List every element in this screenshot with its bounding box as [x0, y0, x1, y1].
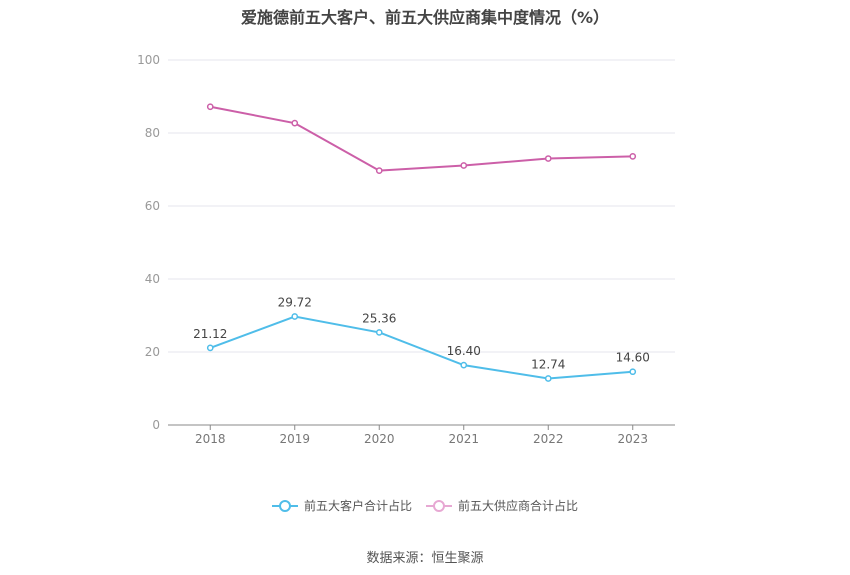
- y-tick-label: 0: [152, 418, 160, 432]
- series-suppliers: [206, 103, 637, 174]
- source-note: 数据来源：恒生聚源: [366, 551, 484, 566]
- x-axis: 2018 2019 2020 2021 2022 2023: [168, 424, 675, 446]
- data-point: [544, 375, 552, 382]
- legend: 前五大客户合计占比 前五大供应商合计占比: [0, 497, 850, 514]
- data-point: [375, 167, 383, 174]
- legend-item-suppliers[interactable]: 前五大供应商合计占比: [426, 497, 578, 514]
- data-label: 29.72: [278, 296, 312, 310]
- legend-label-suppliers: 前五大供应商合计占比: [458, 499, 579, 513]
- legend-suppliers-icon: [426, 499, 452, 512]
- data-label: 25.36: [362, 311, 396, 325]
- data-point: [629, 153, 637, 160]
- series-line: [209, 315, 633, 380]
- x-tick-label: 2021: [448, 432, 479, 446]
- legend-label-customers: 前五大客户合计占比: [303, 499, 412, 513]
- data-point: [206, 344, 214, 352]
- data-label: 14.60: [616, 351, 650, 365]
- data-label: 12.74: [531, 357, 565, 371]
- data-point: [206, 103, 214, 111]
- data-point: [460, 162, 468, 169]
- data-point: [629, 368, 637, 376]
- x-tick-label: 2020: [364, 432, 395, 446]
- legend-item-customers[interactable]: 前五大客户合计占比: [271, 497, 412, 514]
- x-tick-label: 2022: [533, 432, 564, 446]
- data-point: [544, 155, 552, 162]
- data-point: [291, 313, 299, 320]
- series-customers: 21.12 29.72 25.36 16.40 12.74 14.60: [193, 296, 650, 382]
- y-tick-label: 60: [145, 199, 160, 213]
- legend-customers-icon: [271, 499, 298, 512]
- y-tick-label: 20: [145, 345, 160, 359]
- y-tick-label: 40: [145, 272, 160, 286]
- x-tick-label: 2019: [279, 432, 310, 446]
- chart-title: 爱施德前五大客户、前五大供应商集中度情况（%）: [240, 8, 610, 27]
- y-axis: 0 20 40 60 80 100: [137, 53, 160, 432]
- y-tick-label: 80: [145, 126, 160, 140]
- data-label: 21.12: [193, 327, 227, 341]
- x-tick-label: 2023: [617, 432, 648, 446]
- y-tick-label: 100: [137, 53, 160, 67]
- series-group: 21.12 29.72 25.36 16.40 12.74 14.60: [193, 103, 650, 382]
- x-tick-label: 2018: [195, 432, 226, 446]
- grid-lines: [168, 59, 675, 353]
- data-point: [291, 119, 299, 127]
- data-point: [460, 361, 468, 369]
- data-point: [375, 329, 383, 336]
- series-line: [210, 105, 633, 172]
- data-label: 16.40: [447, 344, 481, 358]
